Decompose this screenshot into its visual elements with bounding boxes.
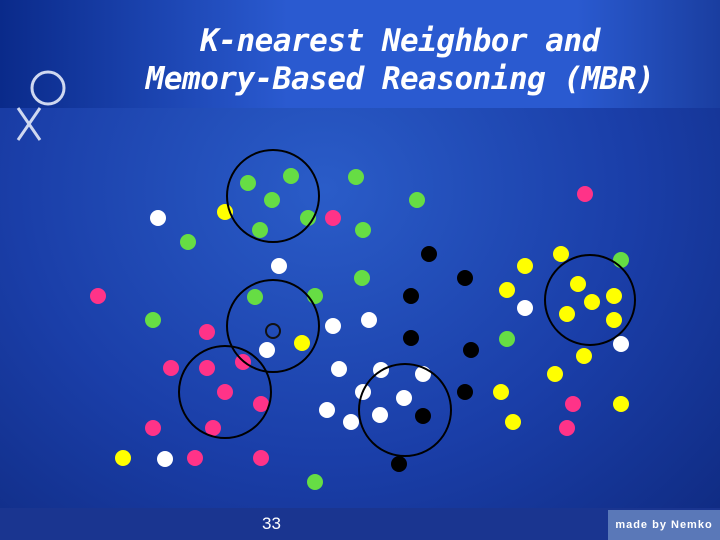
dot (517, 300, 533, 316)
dot (348, 169, 364, 185)
dot (331, 361, 347, 377)
dot (606, 288, 622, 304)
dot (372, 407, 388, 423)
neighborhood-circle (226, 149, 320, 243)
dot (163, 360, 179, 376)
dot (145, 312, 161, 328)
dot (115, 450, 131, 466)
dot (271, 258, 287, 274)
dot (264, 192, 280, 208)
neighborhood-circle (226, 279, 320, 373)
dot (613, 396, 629, 412)
dot (493, 384, 509, 400)
dot (354, 270, 370, 286)
logo (16, 70, 66, 141)
dot (577, 186, 593, 202)
query-point (265, 323, 281, 339)
header-bar (0, 0, 720, 108)
dot (199, 324, 215, 340)
dot (199, 360, 215, 376)
page-number: 33 (262, 514, 281, 533)
title: K-nearest Neighbor and Memory-Based Reas… (90, 22, 710, 98)
dot (252, 222, 268, 238)
dot (547, 366, 563, 382)
dot (403, 330, 419, 346)
dot (283, 168, 299, 184)
dot (325, 210, 341, 226)
title-line: Memory-Based Reasoning (MBR) (145, 61, 655, 97)
dot (247, 289, 263, 305)
dot (613, 252, 629, 268)
dot (396, 390, 412, 406)
dot (253, 450, 269, 466)
dot (505, 414, 521, 430)
title-line: K-nearest Neighbor and (200, 23, 600, 59)
dot (259, 342, 275, 358)
dot (559, 420, 575, 436)
dot (205, 420, 221, 436)
dot (559, 306, 575, 322)
dot (253, 396, 269, 412)
dot (307, 474, 323, 490)
dot (463, 342, 479, 358)
dot (457, 270, 473, 286)
dot (307, 288, 323, 304)
dot (240, 175, 256, 191)
neighborhood-circle (358, 363, 452, 457)
dot (499, 331, 515, 347)
dot (361, 312, 377, 328)
dot (553, 246, 569, 262)
neighborhood-circle (178, 345, 272, 439)
dot (355, 222, 371, 238)
dot (403, 288, 419, 304)
dot (325, 318, 341, 334)
dot (180, 234, 196, 250)
dot (391, 456, 407, 472)
dot (145, 420, 161, 436)
dot (187, 450, 203, 466)
dot (343, 414, 359, 430)
dot (409, 192, 425, 208)
dot (217, 384, 233, 400)
footer-bar (0, 508, 720, 540)
neighborhood-circle (544, 254, 636, 346)
dot (517, 258, 533, 274)
dot (570, 276, 586, 292)
dot (613, 336, 629, 352)
dot (499, 282, 515, 298)
dot (294, 335, 310, 351)
dot (157, 451, 173, 467)
dot (606, 312, 622, 328)
dot (150, 210, 166, 226)
dot (90, 288, 106, 304)
dot (565, 396, 581, 412)
dot (576, 348, 592, 364)
dot (457, 384, 473, 400)
dot (319, 402, 335, 418)
dot (584, 294, 600, 310)
footer-brand: made by Nemko (608, 510, 720, 540)
dot (421, 246, 437, 262)
dot (415, 408, 431, 424)
